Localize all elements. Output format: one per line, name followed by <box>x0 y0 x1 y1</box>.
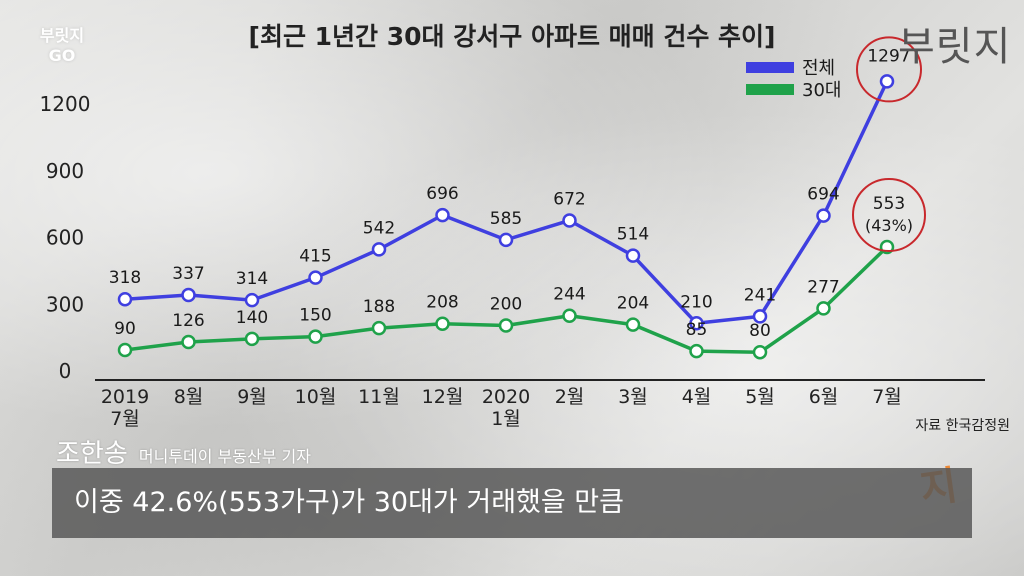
data-label: 337 <box>172 264 204 284</box>
chart-title: [최근 1년간 30대 강서구 아파트 매매 건수 추이] <box>249 22 776 51</box>
data-point <box>498 318 514 333</box>
data-point <box>308 270 323 285</box>
data-label: 672 <box>553 189 585 209</box>
data-label: 514 <box>617 225 649 245</box>
series-layer: 318 337 314 415 542 696 585 672 514 210 241 694 90 12… <box>109 74 895 360</box>
data-point <box>689 316 704 331</box>
annotation-layer: 1297 553 (43%) <box>852 36 926 252</box>
data-point <box>625 248 641 263</box>
data-point <box>562 308 577 323</box>
data-point <box>689 343 704 359</box>
data-point <box>181 287 196 303</box>
data-label: 188 <box>363 297 395 317</box>
x-tick-label: 10월 <box>295 386 337 408</box>
x-tick-label: 12월 <box>422 386 464 408</box>
data-label: 80 <box>749 321 771 341</box>
legend-swatch-1 <box>746 84 794 95</box>
caption-text: 이중 42.6%(553가구)가 30대가 거래했을 만큼 <box>74 487 624 518</box>
data-point <box>435 316 450 331</box>
x-tick-label: 4월 <box>682 386 712 408</box>
data-point <box>371 320 387 336</box>
x-tick-label: 2019 <box>101 386 149 408</box>
data-point <box>117 291 133 307</box>
source-note: 자료 한국감정원 <box>915 418 1010 434</box>
highlight-circle <box>852 177 926 252</box>
y-axis: 0 300 600 900 1200 <box>40 92 91 383</box>
data-label: 85 <box>686 320 708 340</box>
y-tick-label: 1200 <box>40 92 91 116</box>
x-tick-label: 2월 <box>555 386 585 408</box>
data-label: 542 <box>363 218 395 238</box>
watermark-line1: 부릿지 <box>39 26 85 45</box>
annotation-label: 553 <box>873 194 905 214</box>
x-tick-label: 5월 <box>745 386 775 408</box>
data-label: 318 <box>109 268 141 288</box>
y-tick-label: 300 <box>46 292 84 316</box>
legend-label: 전체 <box>802 58 835 79</box>
annotation-label: 1297 <box>867 46 910 66</box>
data-label: 204 <box>617 294 649 314</box>
reporter-credit: 조한송 머니투데이 부동산부 기자 <box>56 433 311 470</box>
data-point <box>816 301 831 316</box>
x-tick-label: 6월 <box>809 386 839 408</box>
data-point <box>562 213 577 228</box>
legend-label: 30대 <box>802 80 841 101</box>
legend-swatch-0 <box>746 62 794 73</box>
data-label: 585 <box>490 209 522 229</box>
data-label: 415 <box>299 247 331 267</box>
y-tick-label: 0 <box>59 359 72 383</box>
data-label: 244 <box>553 285 585 305</box>
data-label: 208 <box>426 293 458 313</box>
data-point <box>879 74 895 89</box>
x-tick-label: 7월 <box>110 408 140 430</box>
reporter-name: 조한송 <box>56 439 128 469</box>
data-label: 210 <box>680 292 712 312</box>
data-label: 140 <box>236 308 268 328</box>
data-label: 694 <box>807 185 839 205</box>
data-label: 90 <box>114 319 136 339</box>
data-point <box>181 334 196 350</box>
data-point <box>498 232 514 248</box>
data-label: 150 <box>299 306 331 326</box>
watermark-logo: 부릿지 GO <box>22 26 102 66</box>
x-tick-label: 1월 <box>491 408 521 430</box>
data-point <box>752 344 768 360</box>
caption-box: 이중 42.6%(553가구)가 30대가 거래했을 만큼 <box>52 468 972 538</box>
x-tick-label: 3월 <box>618 386 648 408</box>
y-tick-label: 900 <box>46 159 84 183</box>
data-point <box>816 208 831 223</box>
x-tick-label: 7월 <box>872 386 902 408</box>
highlight-circle <box>856 36 922 103</box>
x-tick-label: 11월 <box>358 386 400 408</box>
data-point <box>625 317 641 332</box>
data-label: 277 <box>807 277 839 297</box>
data-point <box>308 329 323 344</box>
data-label: 200 <box>490 295 522 315</box>
x-tick-label: 2020 <box>482 386 530 408</box>
data-label: 696 <box>426 184 458 204</box>
brand-logo: 부릿지 <box>898 24 1012 70</box>
data-label: 126 <box>172 311 204 331</box>
data-point <box>117 342 133 358</box>
data-point <box>244 331 260 347</box>
data-point <box>371 242 387 257</box>
x-tick-label: 8월 <box>174 386 204 408</box>
data-label: 241 <box>744 285 776 305</box>
x-tick-label: 9월 <box>237 386 267 408</box>
data-point <box>752 309 768 324</box>
watermark-line2: GO <box>48 46 76 65</box>
data-point <box>244 292 260 308</box>
annotation-sublabel: (43%) <box>865 216 913 235</box>
data-label: 314 <box>236 269 268 289</box>
reporter-role: 머니투데이 부동산부 기자 <box>138 447 311 466</box>
y-tick-label: 600 <box>46 226 84 250</box>
data-point <box>435 207 450 223</box>
